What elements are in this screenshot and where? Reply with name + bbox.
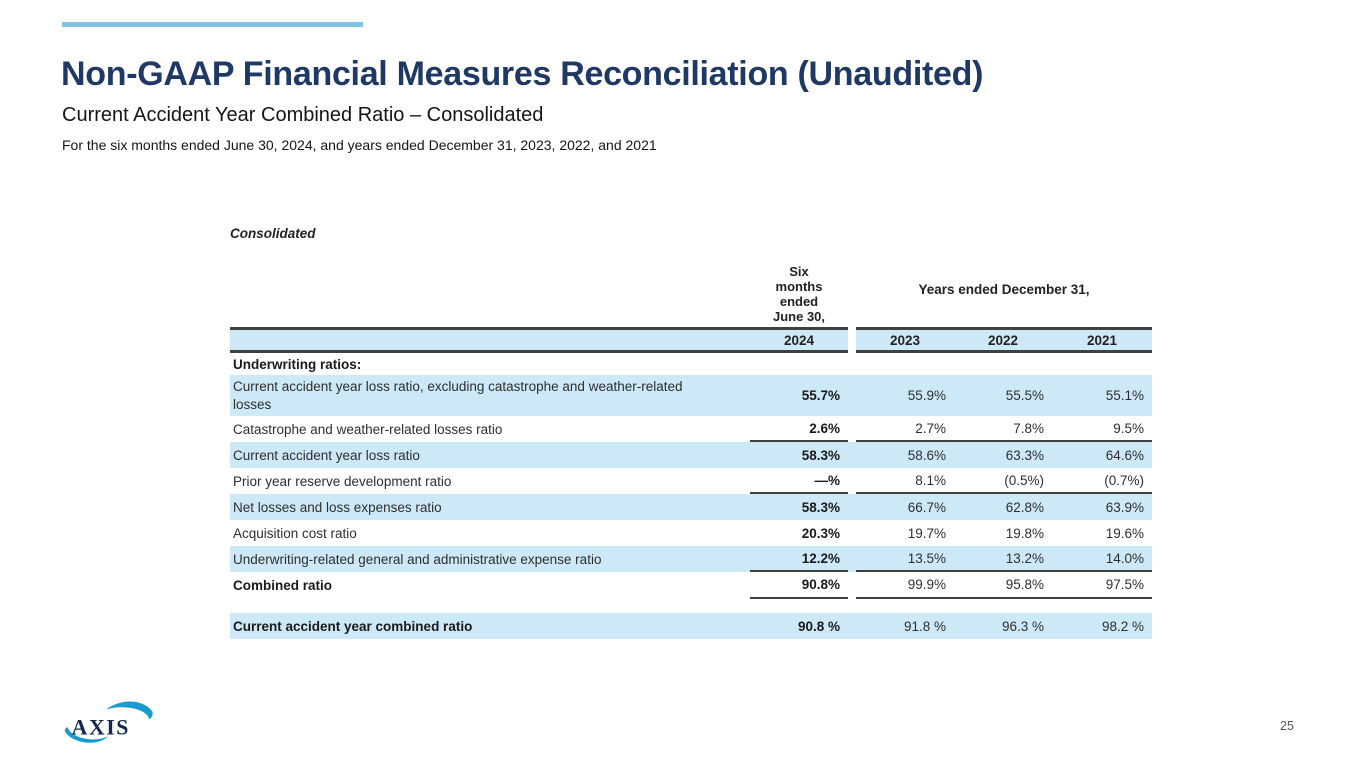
value-2021: 98.2 % [1101,618,1144,634]
value-2024: —% [750,468,848,494]
col-group-years-ended: Years ended December 31, [918,282,1090,297]
table-header: Six months ended June 30, Years ended De… [230,244,1152,327]
table-row: Prior year reserve development ratio —% … [230,468,1152,494]
table-row: Acquisition cost ratio 20.3% 19.7% 19.8%… [230,520,1152,546]
value-2021: 64.6% [1105,447,1144,463]
row-label: Net losses and loss expenses ratio [233,499,442,515]
table-row: Current accident year loss ratio, exclud… [230,375,1152,416]
row-label: Underwriting-related general and adminis… [233,551,602,567]
value-2023: 19.7% [907,525,946,541]
logo-text: AXIS [72,715,130,739]
accent-bar [62,22,363,27]
value-2023: 2.7% [856,416,954,442]
value-2024: 58.3% [801,447,840,463]
year-header-spacer [230,327,750,353]
value-2023: 13.5% [856,546,954,572]
column-gap [848,520,856,546]
value-2022: 55.5% [1005,388,1044,403]
row-label: Acquisition cost ratio [233,525,357,541]
column-gap [848,416,856,442]
column-gap [848,572,856,599]
year-header-2021: 2021 [1052,327,1152,353]
value-2024: 58.3% [801,499,840,515]
table-row: Underwriting ratios: [230,353,1152,375]
col-group-six-months: Six months ended June 30, [772,264,826,324]
row-label: Catastrophe and weather-related losses r… [233,421,503,437]
value-2021: 9.5% [1052,416,1152,442]
value-2022 [954,353,1052,375]
column-gap [848,494,856,520]
value-2024: 12.2% [750,546,848,572]
value-2024: 90.8 % [797,618,840,634]
value-2024: 20.3% [801,525,840,541]
row-label: Current accident year loss ratio, exclud… [233,378,683,412]
table-row: Underwriting-related general and adminis… [230,546,1152,572]
column-gap [848,327,856,353]
table-row: Net losses and loss expenses ratio 58.3%… [230,494,1152,520]
value-2023: 91.8 % [903,618,946,634]
value-2024: 90.8% [750,572,848,599]
row-label: Underwriting ratios: [233,356,362,372]
year-header-2023: 2023 [856,327,954,353]
value-2021: 63.9% [1105,499,1144,515]
page-title: Non-GAAP Financial Measures Reconciliati… [61,55,984,93]
value-2022: 62.8% [1005,499,1044,515]
value-2022: 19.8% [1005,525,1044,541]
table-row: Current accident year combined ratio 90.… [230,613,1152,639]
value-2022: 96.3 % [1001,618,1044,634]
value-2021: 55.1% [1105,388,1144,403]
row-label: Combined ratio [233,578,333,593]
value-2024: 55.7% [801,388,840,403]
value-2023 [856,353,954,375]
value-2022: 63.3% [1005,447,1044,463]
column-gap [848,375,856,416]
row-label: Prior year reserve development ratio [233,473,452,489]
value-2024: 2.6% [750,416,848,442]
row-label: Current accident year loss ratio [233,447,420,463]
page-subtitle: Current Accident Year Combined Ratio – C… [62,104,544,126]
value-2021: 97.5% [1052,572,1152,599]
value-2021: 14.0% [1052,546,1152,572]
value-2023: 58.6% [907,447,946,463]
value-2023: 8.1% [856,468,954,494]
page-number: 25 [1280,719,1294,733]
column-gap [848,353,856,375]
value-2022: (0.5%) [954,468,1052,494]
logo-swoosh-top [105,701,153,720]
value-2021: 19.6% [1105,525,1144,541]
reconciliation-table: Consolidated Six months ended June 30, Y… [230,226,1152,639]
column-gap [848,468,856,494]
year-header-2022: 2022 [954,327,1052,353]
table-row: Combined ratio 90.8% 99.9% 95.8% 97.5% [230,572,1152,599]
value-2022: 7.8% [954,416,1052,442]
value-2022: 95.8% [954,572,1052,599]
year-header-2024: 2024 [750,327,848,353]
value-2022: 13.2% [954,546,1052,572]
table-row: Catastrophe and weather-related losses r… [230,416,1152,442]
value-2023: 99.9% [856,572,954,599]
value-2021 [1052,353,1152,375]
value-2023: 66.7% [907,499,946,515]
period-note: For the six months ended June 30, 2024, … [62,137,657,153]
value-2021: (0.7%) [1052,468,1152,494]
column-gap [848,546,856,572]
column-gap [848,442,856,468]
value-2023: 55.9% [907,388,946,403]
value-2024 [750,353,848,375]
table-row: Current accident year loss ratio 58.3% 5… [230,442,1152,468]
column-gap [848,613,856,639]
year-header-row: 2024 2023 2022 2021 [230,327,1152,353]
table-section-label: Consolidated [230,226,316,241]
row-label: Current accident year combined ratio [233,618,473,634]
logo-swoosh-bottom [64,727,108,743]
axis-logo: AXIS [64,701,153,743]
table-spacer [230,599,1152,613]
